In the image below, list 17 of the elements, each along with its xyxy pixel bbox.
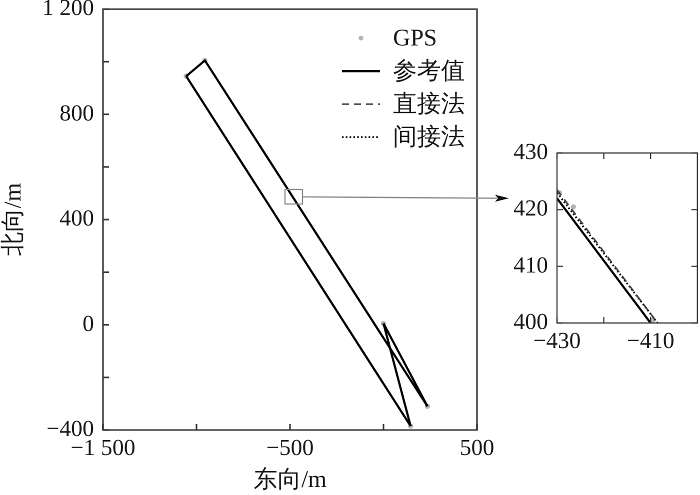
legend-label: GPS — [393, 25, 438, 52]
y-tick-label: 1 200 — [42, 0, 94, 20]
x-axis-title: 东向/m — [253, 466, 327, 493]
x-tick-label: −410 — [626, 328, 674, 353]
legend-label: 直接法 — [393, 90, 465, 118]
y-axis-title: 北向/m — [0, 182, 27, 256]
y-tick-label: 420 — [514, 196, 548, 221]
y-tick-label: 400 — [514, 309, 548, 334]
y-tick-label: 430 — [514, 139, 548, 164]
y-tick-label: 410 — [514, 252, 548, 278]
x-tick-label: 500 — [460, 434, 494, 460]
x-tick-label: −500 — [266, 434, 314, 460]
legend-label: 间接法 — [393, 123, 465, 150]
y-tick-label: 0 — [82, 310, 94, 336]
legend-label: 参考值 — [393, 58, 465, 84]
y-tick-label: 400 — [60, 206, 94, 231]
y-tick-label: 800 — [60, 100, 94, 126]
